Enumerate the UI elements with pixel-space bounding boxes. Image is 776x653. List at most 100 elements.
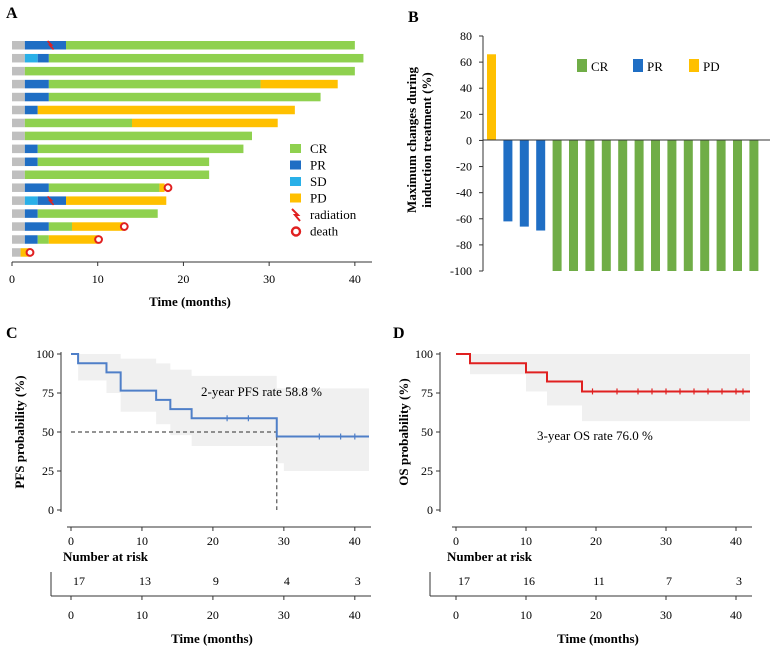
radiation-icon [291, 208, 301, 222]
risk-table-title: Number at risk [63, 549, 149, 564]
x-tick-label: 30 [278, 534, 290, 548]
legend-label: CR [591, 59, 609, 74]
y-tick-label: -80 [456, 238, 472, 252]
legend-swatch-sd [290, 177, 301, 186]
y-tick-label: 100 [36, 347, 54, 361]
patient-row [12, 40, 355, 51]
risk-tick-label: 10 [136, 608, 148, 622]
y-tick-label: -40 [456, 186, 472, 200]
bar-cr [585, 140, 595, 271]
waterfall-plot: Maximum changes during induction treatme… [404, 29, 770, 278]
segment-pd [72, 222, 124, 231]
segment-cr [24, 170, 210, 179]
y-tick-label: 0 [466, 133, 472, 147]
patient-row [12, 79, 338, 89]
legend-swatch-cr [290, 144, 301, 153]
segment-pre [12, 209, 25, 218]
x-tick-label: 40 [730, 534, 742, 548]
segment-sd [24, 196, 38, 205]
risk-tick-label: 30 [660, 608, 672, 622]
patient-row [12, 144, 244, 154]
legend-swatch-pr [633, 59, 643, 72]
legend-swatch-pr [290, 160, 301, 170]
legend-label: radiation [310, 207, 357, 222]
patient-row [12, 118, 278, 128]
patient-row [12, 235, 103, 244]
segment-pre [12, 131, 25, 141]
risk-value: 16 [523, 574, 535, 588]
segment-pre [12, 105, 25, 115]
risk-value: 7 [666, 574, 672, 588]
segment-pre [12, 41, 25, 50]
legend-swatch-cr [577, 59, 587, 72]
segment-pre [12, 196, 25, 205]
risk-tick-label: 20 [590, 608, 602, 622]
death-icon [94, 235, 103, 244]
x-tick-label: 0 [9, 272, 15, 286]
x-axis-title: Time (months) [557, 631, 639, 646]
segment-cr [48, 53, 364, 63]
bar-pr [503, 140, 513, 222]
risk-tick-label: 30 [278, 608, 290, 622]
segment-pr [24, 105, 38, 115]
segment-cr [24, 118, 132, 128]
death-icon [119, 222, 129, 231]
risk-tick-label: 40 [349, 608, 361, 622]
patient-row [12, 209, 158, 218]
segment-cr [37, 157, 210, 167]
segment-pr [24, 183, 49, 192]
risk-tick-label: 10 [520, 608, 532, 622]
y-tick-label: 40 [460, 81, 472, 95]
patient-row [12, 222, 129, 231]
segment-cr [37, 235, 49, 244]
segment-pr [24, 41, 66, 50]
y-tick-label: 25 [42, 464, 54, 478]
risk-tick-label: 0 [68, 608, 74, 622]
x-tick-label: 0 [453, 534, 459, 548]
x-axis-title: Time (months) [171, 631, 253, 646]
y-tick-label: -60 [456, 212, 472, 226]
y-tick-label: 0 [427, 503, 433, 517]
y-axis-title-line-2: induction treatment (%) [419, 72, 434, 208]
segment-cr [48, 222, 72, 231]
segment-pd [159, 183, 165, 192]
x-tick-label: 10 [136, 534, 148, 548]
bar-cr [716, 140, 726, 271]
segment-cr [48, 92, 321, 102]
segment-sd [24, 53, 38, 63]
risk-value: 4 [284, 574, 290, 588]
bar-cr [552, 140, 562, 271]
death-icon [290, 226, 302, 237]
risk-value: 17 [458, 574, 470, 588]
segment-pre [12, 79, 25, 89]
patient-row [12, 131, 252, 141]
segment-pr [24, 157, 38, 167]
risk-tick-label: 0 [453, 608, 459, 622]
segment-pd [132, 118, 278, 128]
bar-cr [634, 140, 644, 271]
legend-label: death [310, 224, 339, 239]
radiation-icon [47, 195, 55, 206]
segment-pr [24, 144, 38, 154]
risk-table: 17 0 16 10 11 20 7 30 3 40 [429, 572, 752, 622]
death-icon [25, 248, 35, 257]
x-tick-label: 20 [177, 272, 189, 286]
segment-pr [24, 209, 38, 218]
y-tick-label: -100 [450, 264, 472, 278]
y-tick-label: 0 [48, 503, 54, 517]
segment-cr [48, 183, 160, 192]
risk-value: 3 [736, 574, 742, 588]
segment-cr [24, 66, 355, 76]
panel-label-c: C [6, 325, 18, 342]
x-tick-label: 10 [520, 534, 532, 548]
segment-pd [48, 235, 98, 244]
segment-pre [12, 53, 25, 63]
os-annotation: 3-year OS rate 76.0 % [537, 428, 653, 443]
y-tick-label: 75 [42, 386, 54, 400]
patient-row [12, 92, 321, 102]
risk-value: 11 [593, 574, 605, 588]
patient-row [12, 183, 173, 193]
risk-value: 9 [213, 574, 219, 588]
